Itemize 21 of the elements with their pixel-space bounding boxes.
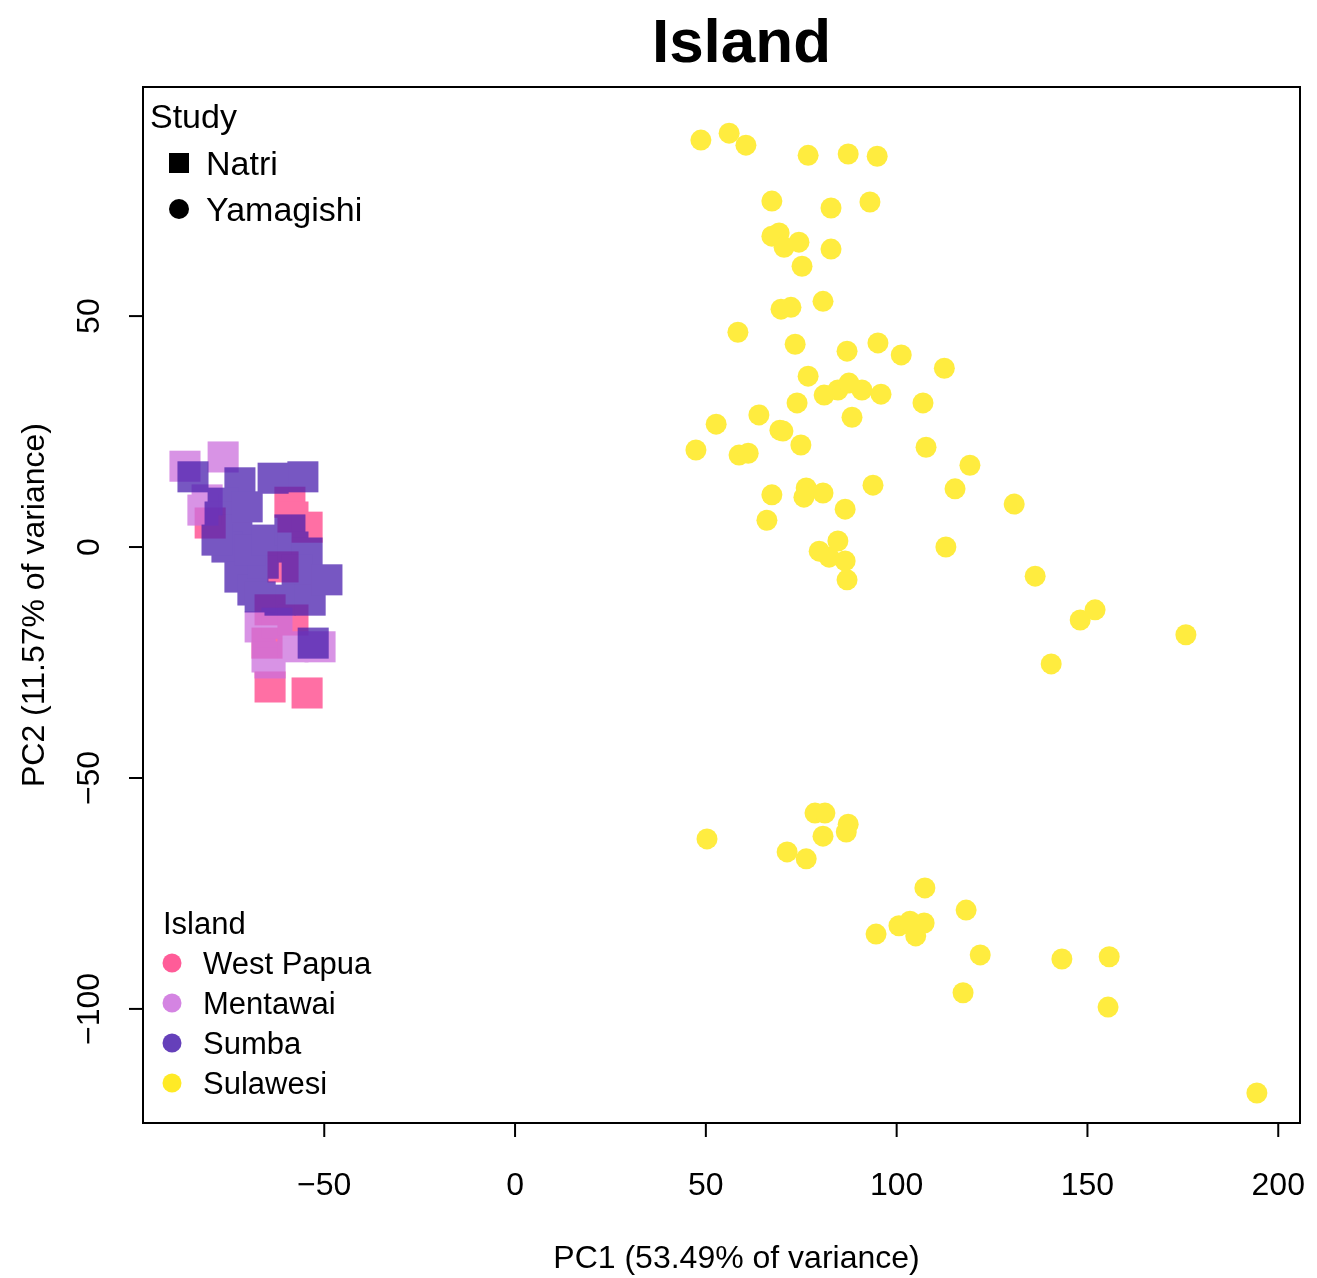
legend-label: Sulawesi [203, 1066, 328, 1101]
x-tick-label: −50 [297, 1166, 352, 1202]
x-axis-title: PC1 (53.49% of variance) [553, 1239, 920, 1275]
x-tick-label: 100 [869, 1166, 924, 1202]
x-tick-label: 0 [506, 1166, 524, 1202]
x-tick-label: 200 [1251, 1166, 1305, 1202]
legend-title: Island [163, 906, 246, 941]
x-tick-label: 150 [1060, 1166, 1115, 1202]
y-tick-label: 50 [70, 298, 106, 334]
annotation: Study [150, 97, 237, 135]
y-tick-label: −100 [70, 972, 106, 1045]
chart-title: Island [651, 6, 832, 75]
y-tick-label: −50 [70, 750, 106, 806]
annotation: Yamagishi [206, 190, 363, 228]
legend-label: West Papua [203, 946, 373, 981]
annotation: Natri [206, 144, 278, 182]
x-tick-label: 50 [688, 1166, 724, 1202]
y-axis-title: PC2 (11.57% of variance) [15, 422, 51, 788]
y-tick-label: 0 [70, 538, 106, 556]
legend-label: Sumba [203, 1026, 302, 1061]
legend-label: Mentawai [203, 986, 336, 1021]
